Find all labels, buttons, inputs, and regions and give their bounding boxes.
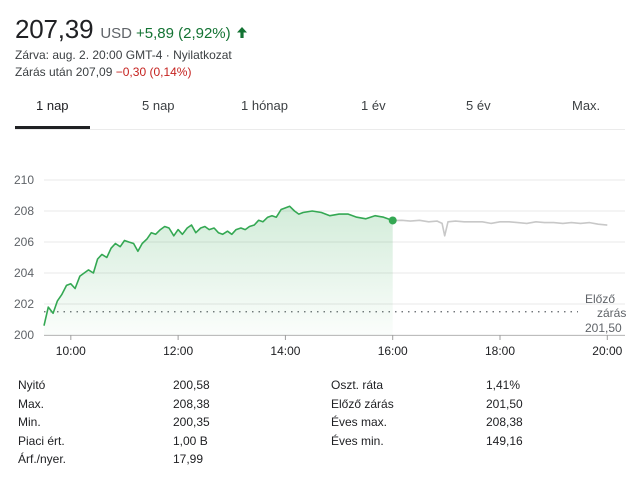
stat-value: 149,16: [486, 433, 523, 448]
tab-1-month[interactable]: 1 hónap: [241, 98, 288, 113]
stat-label: Piaci ért.: [18, 433, 65, 448]
stat-value: 208,38: [173, 396, 210, 411]
x-tick-label: 16:00: [378, 344, 408, 358]
tab-5-years[interactable]: 5 év: [466, 98, 491, 113]
price-row: 207,39 USD +5,89 (2,92%): [15, 14, 248, 45]
previous-close-label: Előző: [585, 292, 615, 306]
after-hours-price: Zárás után 207,09: [15, 65, 113, 79]
stat-label: Árf./nyer.: [18, 452, 67, 466]
y-tick-label: 202: [14, 297, 34, 311]
previous-close-value: 201,50: [585, 321, 622, 335]
x-tick-label: 18:00: [485, 344, 515, 358]
after-hours-row: Zárás után 207,09 −0,30 (0,14%): [15, 65, 248, 79]
x-tick-label: 20:00: [592, 344, 622, 358]
active-tab-indicator: [15, 126, 90, 129]
tab-1-day[interactable]: 1 nap: [36, 98, 69, 113]
arrow-up-icon: [236, 26, 248, 39]
current-price: 207,39: [15, 14, 94, 44]
market-status: Zárva: aug. 2. 20:00 GMT-4 · Nyilatkozat: [15, 48, 232, 62]
tab-max[interactable]: Max.: [572, 98, 601, 113]
stat-label: Nyitó: [18, 378, 46, 392]
tab-1-year[interactable]: 1 év: [361, 98, 386, 113]
price-change: +5,89 (2,92%): [136, 25, 231, 42]
currency-label: USD: [100, 25, 132, 42]
y-tick-label: 210: [14, 173, 34, 187]
stat-value: 201,50: [486, 396, 523, 411]
stat-value: 17,99: [173, 452, 204, 466]
stat-label: Oszt. ráta: [331, 378, 384, 392]
after-hours-price-line: [392, 219, 608, 237]
session-area-fill: [44, 206, 393, 335]
x-tick-label: 10:00: [56, 344, 86, 358]
stat-value: 208,38: [486, 415, 523, 429]
after-hours-change: −0,30 (0,14%): [115, 65, 192, 79]
session-price-line: [43, 205, 393, 326]
x-tick-label: 12:00: [163, 344, 193, 358]
stat-value: 200,35: [173, 415, 210, 429]
stat-label: Éves max.: [331, 415, 388, 429]
y-tick-label: 200: [14, 328, 34, 342]
price-chart[interactable]: 210 208 206 204 202 200 10:00 12:00 14:00 16:00 18…: [0, 160, 640, 360]
stat-value: 1,41%: [486, 378, 521, 392]
stat-label: Max.: [18, 396, 45, 411]
stat-label: Min.: [18, 415, 41, 429]
y-tick-label: 208: [14, 204, 34, 218]
y-tick-label: 206: [14, 235, 34, 249]
stock-quote-header: 207,39 USD +5,89 (2,92%) Zárva: aug. 2. …: [15, 14, 248, 79]
last-price-marker: [388, 216, 397, 225]
stat-label: Előző zárás: [331, 396, 394, 411]
y-tick-label: 204: [14, 266, 34, 280]
stat-value: 1,00 B: [173, 433, 208, 448]
stat-label: Éves min.: [331, 433, 384, 448]
x-tick-label: 14:00: [270, 344, 300, 358]
time-range-tabs: 1 nap 5 nap 1 hónap 1 év 5 év Max.: [15, 88, 625, 130]
stat-value: 200,58: [173, 378, 210, 392]
tab-5-days[interactable]: 5 nap: [142, 98, 175, 113]
previous-close-label: zárás: [597, 306, 626, 320]
